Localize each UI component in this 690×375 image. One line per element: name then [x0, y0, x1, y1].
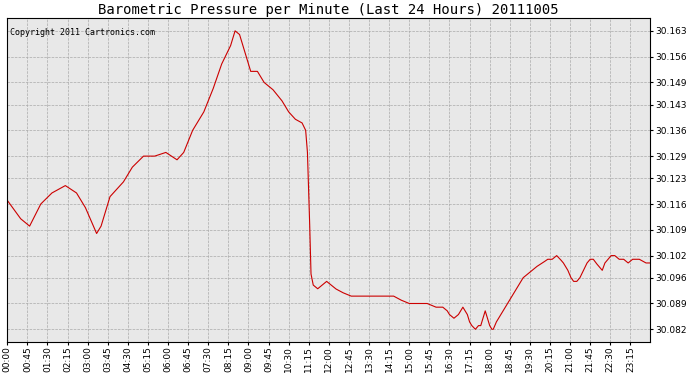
Title: Barometric Pressure per Minute (Last 24 Hours) 20111005: Barometric Pressure per Minute (Last 24 … [99, 3, 559, 17]
Text: Copyright 2011 Cartronics.com: Copyright 2011 Cartronics.com [10, 28, 155, 37]
